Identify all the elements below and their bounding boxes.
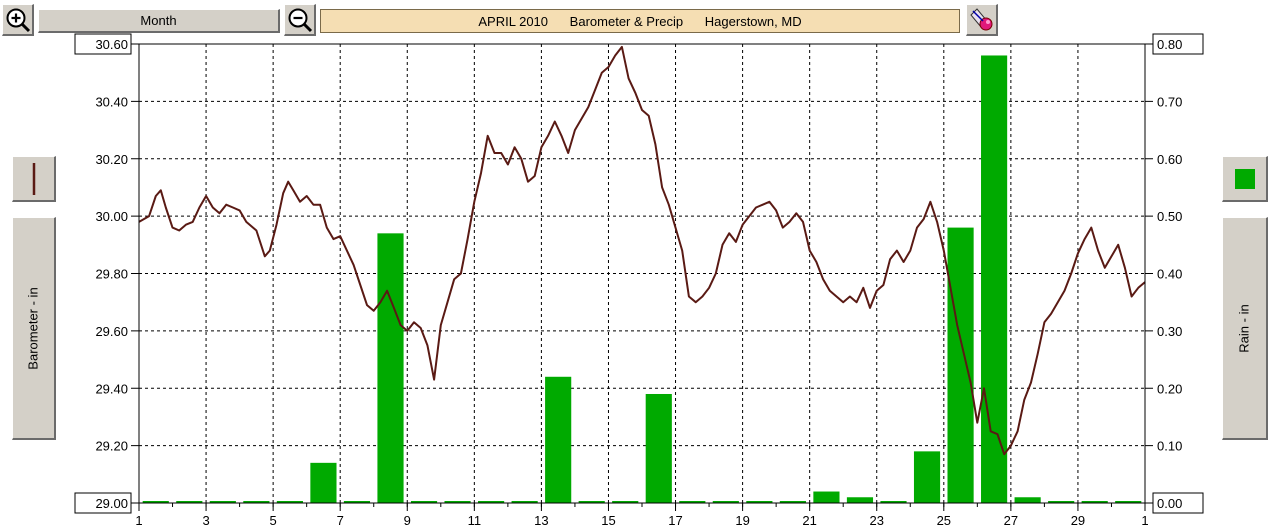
left-tick-box xyxy=(74,33,132,55)
right-tick-label: 0.40 xyxy=(1157,267,1182,282)
rain-bar xyxy=(1014,497,1041,503)
right-tick-box xyxy=(1152,33,1204,55)
left-tick-label: 29.00 xyxy=(95,496,128,511)
zoom-in-button[interactable] xyxy=(2,4,34,36)
barometer-series-line xyxy=(138,45,1146,456)
bar-swatch-icon xyxy=(1234,168,1255,189)
zoom-out-icon xyxy=(288,8,312,32)
rain-axis-button[interactable]: Rain - in xyxy=(1222,217,1268,440)
rain-bar xyxy=(545,376,572,503)
x-tick-label: 29 xyxy=(1071,513,1085,528)
x-tick-label: 21 xyxy=(802,513,816,528)
left-tick-label: 30.20 xyxy=(95,152,128,167)
right-tick-label: 0.00 xyxy=(1157,496,1182,511)
right-tick-label: 0.70 xyxy=(1157,94,1182,109)
period-selector-button[interactable]: Month xyxy=(38,9,280,33)
right-axis-ticks: 0.00 0.10 0.20 0.30 0.40 0.50 0.60 0.70 0.80 xyxy=(1145,33,1204,514)
rain-bar xyxy=(645,393,672,503)
rain-bar xyxy=(846,497,874,503)
chart-title: APRIL 2010 Barometer & Precip Hagerstown… xyxy=(320,9,960,33)
paint-palette-icon xyxy=(969,7,992,30)
x-tick-label: 25 xyxy=(937,513,951,528)
rain-series-toggle[interactable] xyxy=(1222,156,1268,202)
x-tick-label: 1 xyxy=(1141,513,1148,528)
barometer-axis-button[interactable]: Barometer - in xyxy=(12,217,56,440)
x-tick-label: 15 xyxy=(601,513,615,528)
chart-grid xyxy=(139,44,1145,503)
left-tick-label: 29.80 xyxy=(95,267,128,282)
rain-bar xyxy=(981,55,1008,503)
left-tick-label: 29.60 xyxy=(95,324,128,339)
x-tick-label: 5 xyxy=(270,513,277,528)
x-tick-label: 17 xyxy=(668,513,682,528)
left-axis-ticks: 29.00 29.20 29.40 29.60 29.80 30.00 30.20 30.40… xyxy=(74,33,139,514)
zoom-in-icon xyxy=(6,8,30,32)
rain-bar xyxy=(813,491,840,503)
zoom-out-button[interactable] xyxy=(284,4,316,36)
rain-bar xyxy=(913,451,941,503)
right-tick-label: 0.10 xyxy=(1157,439,1182,454)
left-tick-label: 29.40 xyxy=(95,381,128,396)
left-tick-box xyxy=(74,492,132,514)
x-tick-label: 13 xyxy=(534,513,548,528)
left-tick-label: 30.40 xyxy=(95,94,128,109)
left-tick-label: 29.20 xyxy=(95,439,128,454)
x-tick-label: 23 xyxy=(869,513,883,528)
rain-bar xyxy=(377,233,404,503)
barometer-line xyxy=(138,45,1146,456)
right-tick-box xyxy=(1152,492,1204,514)
period-label: Month xyxy=(140,13,177,28)
settings-button[interactable] xyxy=(966,4,998,36)
x-tick-label: 27 xyxy=(1004,513,1018,528)
x-tick-label: 3 xyxy=(202,513,209,528)
right-tick-label: 0.80 xyxy=(1157,37,1182,52)
x-axis-ticks: 1 3 5 7 9 11 13 15 17 19 21 23 25 27 29 1 xyxy=(135,503,1149,528)
left-tick-label: 30.60 xyxy=(95,37,128,52)
rain-bar xyxy=(310,462,337,503)
right-tick-label: 0.30 xyxy=(1157,324,1182,339)
right-tick-label: 0.60 xyxy=(1157,152,1182,167)
line-swatch-icon xyxy=(32,162,35,195)
x-tick-label: 7 xyxy=(337,513,344,528)
x-tick-label: 19 xyxy=(735,513,749,528)
rain-bars xyxy=(310,55,1041,503)
x-tick-label: 11 xyxy=(468,513,482,528)
right-tick-label: 0.20 xyxy=(1157,381,1182,396)
rain-bar xyxy=(947,227,974,503)
x-tick-label: 1 xyxy=(135,513,142,528)
x-tick-label: 9 xyxy=(404,513,411,528)
left-tick-label: 30.00 xyxy=(95,209,128,224)
barometer-series-toggle[interactable] xyxy=(12,156,56,202)
right-tick-label: 0.50 xyxy=(1157,209,1182,224)
